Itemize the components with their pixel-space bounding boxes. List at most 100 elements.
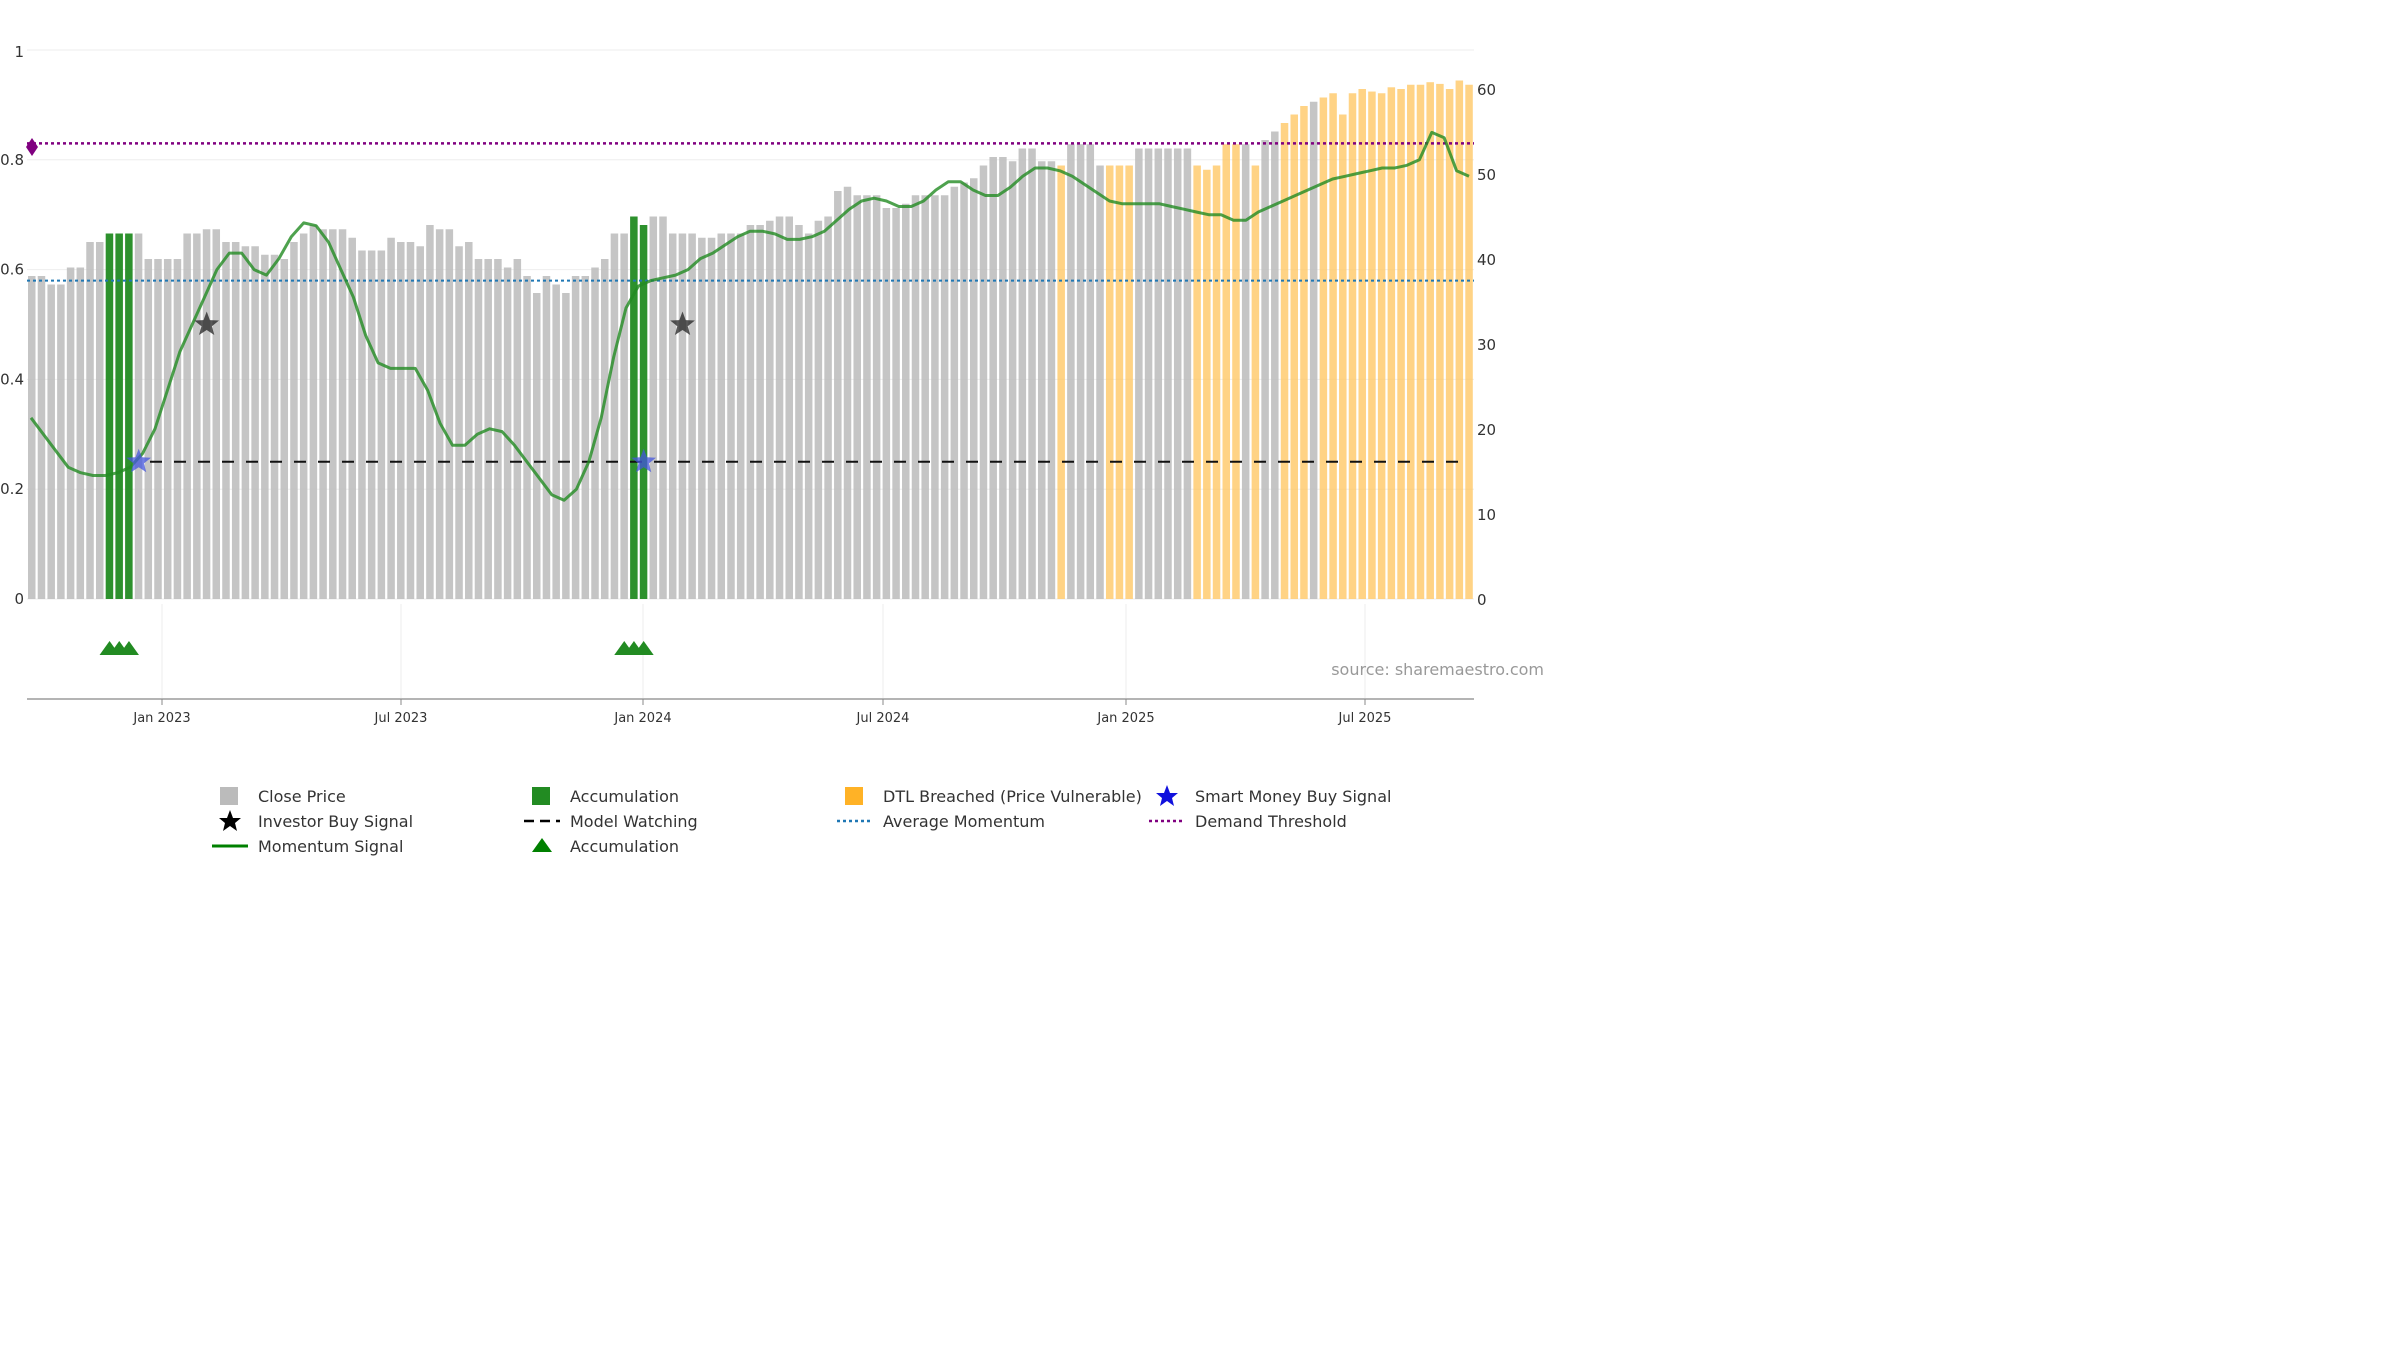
left-axis-tick-label: 0.6 xyxy=(0,261,24,279)
close-price-bar xyxy=(47,284,55,599)
legend-label: Model Watching xyxy=(570,811,698,831)
close-price-bar xyxy=(37,276,46,599)
x-axis-tick-label: Jul 2024 xyxy=(856,711,910,726)
close-price-bar xyxy=(1164,148,1172,599)
accumulation-bar xyxy=(125,233,133,599)
close-price-bar xyxy=(756,225,764,599)
right-axis-tick-label: 20 xyxy=(1477,421,1496,439)
close-price-bar xyxy=(1154,148,1163,599)
solid-line-icon xyxy=(210,835,250,857)
dtl-breached-swatch-icon xyxy=(835,785,875,807)
close-price-bar xyxy=(853,195,861,599)
left-axis-tick-label: 1 xyxy=(14,43,24,61)
close-price-bar xyxy=(154,259,162,599)
close-price-bar xyxy=(1271,131,1279,599)
close-price-bar xyxy=(474,259,483,599)
close-price-bar xyxy=(57,284,65,599)
close-price-bar xyxy=(86,242,94,599)
close-price-bar xyxy=(591,267,599,599)
close-price-bar xyxy=(406,242,415,599)
close-price-bar xyxy=(902,203,910,599)
close-price-bar xyxy=(542,276,551,599)
x-axis-tick-label: Jan 2025 xyxy=(1096,711,1154,726)
close-price-bar xyxy=(202,229,211,599)
smart-money-star-icon xyxy=(126,448,151,473)
investor-buy-star-icon xyxy=(194,311,219,335)
close-price-bar xyxy=(261,254,269,599)
accumulation-bar xyxy=(639,225,648,599)
close-price-bar xyxy=(377,250,386,599)
close-price-bar xyxy=(280,259,289,599)
close-price-bar xyxy=(970,178,978,599)
dtl-breached-bar xyxy=(1465,84,1473,599)
close-price-bar xyxy=(134,233,143,599)
right-axis-tick-label: 50 xyxy=(1477,166,1496,184)
dtl-breached-bar xyxy=(1125,165,1133,599)
black-star-icon xyxy=(210,810,250,832)
close-price-bar xyxy=(338,229,347,599)
legend-label: Close Price xyxy=(258,786,346,806)
close-price-bar xyxy=(231,242,240,599)
left-axis-tick-label: 0.8 xyxy=(0,151,24,169)
close-price-bar xyxy=(173,259,182,599)
x-axis-tick-label: Jan 2023 xyxy=(132,711,190,726)
close-price-swatch-icon xyxy=(210,785,250,807)
close-price-bar xyxy=(571,276,580,599)
accumulation-triangle-icon xyxy=(118,641,139,655)
dtl-breached-bar xyxy=(1300,106,1308,599)
accumulation-bar xyxy=(630,216,638,599)
legend-label: Demand Threshold xyxy=(1195,811,1347,831)
legend-label: Average Momentum xyxy=(883,811,1045,831)
dtl-breached-bar xyxy=(1387,87,1396,600)
dotted-line-icon xyxy=(1147,810,1187,832)
close-price-bar xyxy=(503,267,512,599)
close-price-bar xyxy=(581,276,590,599)
close-price-bar xyxy=(717,233,726,599)
dtl-breached-bar xyxy=(1057,165,1065,599)
blue-star-icon xyxy=(1147,785,1187,807)
close-price-bar xyxy=(241,246,250,599)
legend-item-dtl-breached: DTL Breached (Price Vulnerable) xyxy=(835,785,1142,807)
close-price-bar xyxy=(795,225,803,599)
dtl-breached-bar xyxy=(1397,89,1405,599)
close-price-bar xyxy=(775,216,784,599)
legend-item-demand-threshold: Demand Threshold xyxy=(1147,810,1347,832)
close-price-bar xyxy=(960,182,968,599)
close-price-bar xyxy=(882,208,891,599)
dtl-breached-bar xyxy=(1290,114,1298,599)
close-price-bar xyxy=(193,233,201,599)
close-price-bar xyxy=(727,233,735,599)
close-price-bar xyxy=(950,186,959,599)
close-price-bar xyxy=(999,157,1007,599)
dtl-breached-bar xyxy=(1445,89,1454,599)
legend: Close Price Accumulation DTL Breached (P… xyxy=(0,780,1544,870)
close-price-bar xyxy=(183,233,191,599)
x-axis-tick-label: Jul 2025 xyxy=(1338,711,1392,726)
dtl-breached-bar xyxy=(1377,93,1386,599)
close-price-bar xyxy=(649,216,658,599)
close-price-bar xyxy=(494,259,502,599)
close-price-bar xyxy=(610,233,619,599)
close-price-bar xyxy=(1086,144,1095,599)
dtl-breached-bar xyxy=(1212,165,1221,599)
close-price-bar xyxy=(367,250,376,599)
dtl-breached-bar xyxy=(1426,82,1434,599)
accumulation-bar xyxy=(105,233,114,599)
dtl-breached-bar xyxy=(1329,93,1337,599)
close-price-bar xyxy=(688,233,696,599)
close-price-bar xyxy=(28,276,36,599)
close-price-bar xyxy=(989,157,997,599)
close-price-bar xyxy=(659,216,667,599)
close-price-bar xyxy=(911,195,920,599)
close-price-bar xyxy=(552,284,560,599)
dtl-breached-bar xyxy=(1348,93,1357,599)
legend-item-accumulation-bar: Accumulation xyxy=(522,785,679,807)
close-price-bar xyxy=(668,233,677,599)
close-price-bar xyxy=(707,237,716,599)
dtl-breached-bar xyxy=(1193,165,1201,599)
close-price-bar xyxy=(387,237,395,599)
dtl-breached-bar xyxy=(1251,165,1260,599)
close-price-bar xyxy=(872,195,881,599)
dtl-breached-bar xyxy=(1416,84,1425,599)
